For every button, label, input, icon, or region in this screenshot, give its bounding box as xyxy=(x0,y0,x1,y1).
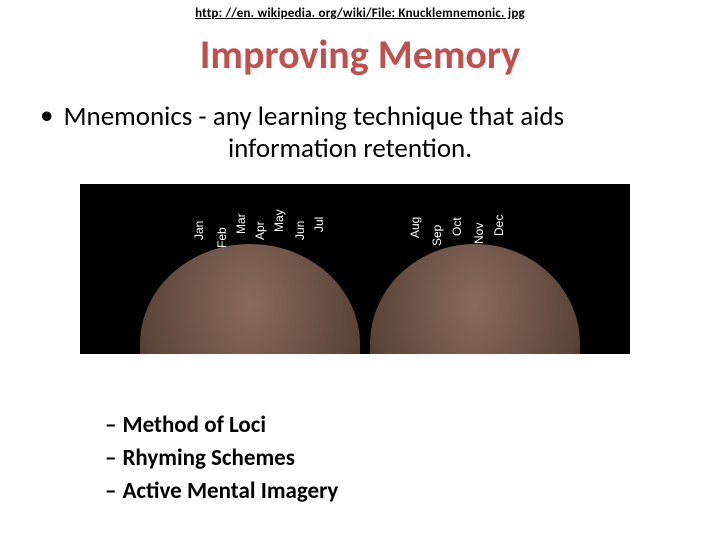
dash-icon: – xyxy=(105,443,116,474)
sub-item-text: Rhyming Schemes xyxy=(122,444,294,472)
sub-item-0: –Method of Loci xyxy=(105,410,338,441)
slide: http: //en. wikipedia. org/wiki/File: Kn… xyxy=(0,0,720,540)
main-bullet: • Mnemonics - any learning technique that… xyxy=(40,100,700,166)
fist-left xyxy=(140,244,360,354)
page-title: Improving Memory xyxy=(0,30,720,79)
sub-item-2: –Active Mental Imagery xyxy=(105,476,338,507)
fist-right xyxy=(370,244,580,354)
month-label-dec: Dec xyxy=(492,215,506,236)
month-label-aug: Aug xyxy=(408,217,422,238)
bullet-line2: information retention. xyxy=(0,133,700,165)
bullet-marker: • xyxy=(40,100,53,132)
month-label-jun: Jun xyxy=(293,221,307,240)
sub-item-text: Method of Loci xyxy=(122,411,266,439)
month-label-apr: Apr xyxy=(253,221,267,240)
month-label-sep: Sep xyxy=(430,225,444,246)
bullet-line1: Mnemonics - any learning technique that … xyxy=(63,100,564,133)
month-label-oct: Oct xyxy=(450,217,464,236)
month-label-mar: Mar xyxy=(234,213,248,234)
sub-item-1: –Rhyming Schemes xyxy=(105,443,338,474)
month-label-nov: Nov xyxy=(472,223,486,244)
sub-item-text: Active Mental Imagery xyxy=(122,477,338,505)
month-label-jan: Jan xyxy=(192,221,206,240)
source-link[interactable]: http: //en. wikipedia. org/wiki/File: Kn… xyxy=(0,6,720,21)
month-label-jul: Jul xyxy=(312,217,326,232)
knuckle-mnemonic-image: Jan Feb Mar Apr May Jun Jul Aug Sep Oct Nov Dec xyxy=(80,184,630,354)
sub-list: –Method of Loci–Rhyming Schemes–Active M… xyxy=(105,410,338,509)
month-label-may: May xyxy=(272,209,286,232)
dash-icon: – xyxy=(105,476,116,507)
month-label-feb: Feb xyxy=(215,227,229,248)
dash-icon: – xyxy=(105,410,116,441)
